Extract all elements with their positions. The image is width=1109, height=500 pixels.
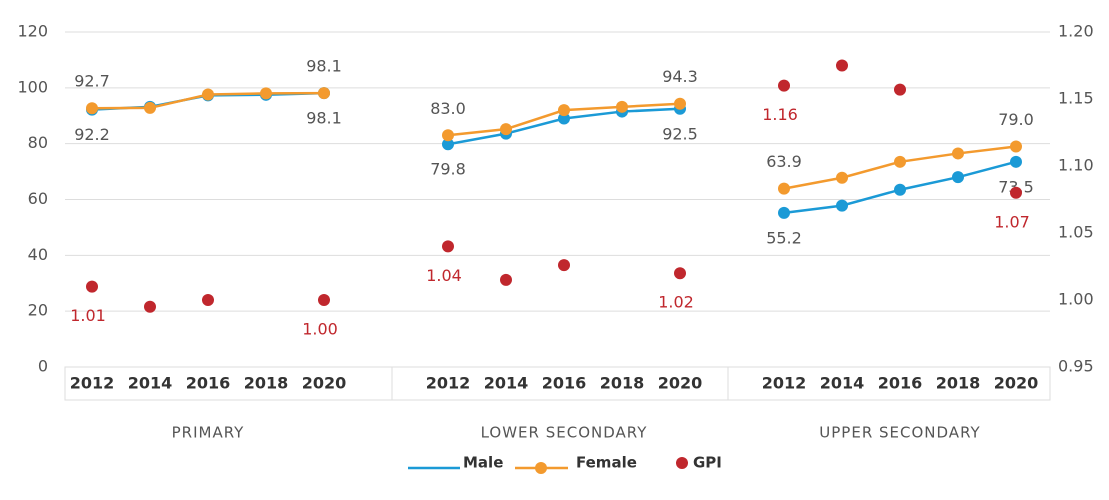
y-tick-label: 40 xyxy=(28,245,48,264)
gpi-label: 1.04 xyxy=(426,266,462,285)
gpi-label: 1.01 xyxy=(70,306,106,325)
x-tick-label: 2016 xyxy=(186,374,231,393)
point xyxy=(318,87,330,100)
y-tick-label: 60 xyxy=(28,189,48,208)
y-tick-label: 0 xyxy=(38,357,48,376)
panel-label: PRIMARY xyxy=(172,424,245,442)
legend-label: Female xyxy=(576,454,637,472)
point xyxy=(952,147,964,160)
gpi-point xyxy=(778,79,790,92)
data-label: 92.2 xyxy=(74,125,110,144)
x-tick-label: 2014 xyxy=(128,374,173,393)
gpi-point xyxy=(558,259,570,272)
point xyxy=(1010,140,1022,153)
data-label: 98.1 xyxy=(306,109,342,128)
gpi-point xyxy=(318,294,330,306)
gpi-point xyxy=(442,240,454,253)
year-row xyxy=(64,366,1051,401)
data-label: 92.7 xyxy=(74,72,110,91)
gpi-point xyxy=(836,59,848,72)
gpi-point xyxy=(144,300,156,313)
point xyxy=(144,101,156,114)
y2-tick-label: 1.15 xyxy=(1058,89,1094,108)
point xyxy=(202,88,214,101)
legend-dot xyxy=(676,457,688,469)
data-label: 83.0 xyxy=(430,99,466,118)
point xyxy=(442,138,454,151)
x-tick-label: 2014 xyxy=(820,374,865,393)
y-tick-label: 100 xyxy=(17,77,48,96)
gpi-label: 1.02 xyxy=(658,293,694,312)
point xyxy=(558,112,570,125)
x-tick-label: 2020 xyxy=(658,374,703,393)
y2-tick-label: 1.05 xyxy=(1058,223,1094,242)
y2-tick-label: 1.10 xyxy=(1058,156,1094,175)
point xyxy=(442,129,454,142)
point xyxy=(778,182,790,195)
y2-tick-label: 0.95 xyxy=(1058,357,1094,376)
gpi-point xyxy=(86,280,98,293)
data-label: 79.0 xyxy=(998,110,1034,129)
point xyxy=(836,199,848,212)
point xyxy=(674,97,686,110)
point xyxy=(260,87,272,100)
data-label: 63.9 xyxy=(766,152,802,171)
y2-tick-label: 1.20 xyxy=(1058,22,1094,41)
point xyxy=(86,102,98,115)
gpi-point xyxy=(674,267,686,280)
point xyxy=(836,171,848,184)
gpi-label: 1.00 xyxy=(302,320,338,339)
x-tick-label: 2012 xyxy=(70,374,115,393)
x-tick-label: 2016 xyxy=(542,374,587,393)
y-tick-label: 20 xyxy=(28,301,48,320)
gpi-label: 1.07 xyxy=(994,212,1030,231)
panel-label: LOWER SECONDARY xyxy=(481,424,648,442)
x-tick-label: 2014 xyxy=(484,374,529,393)
gpi-label: 1.16 xyxy=(762,105,798,124)
x-tick-label: 2012 xyxy=(762,374,807,393)
data-label: 79.8 xyxy=(430,160,466,179)
x-tick-label: 2018 xyxy=(244,374,289,393)
y-tick-label: 80 xyxy=(28,133,48,152)
x-tick-label: 2020 xyxy=(994,374,1039,393)
x-tick-label: 2020 xyxy=(302,374,347,393)
point xyxy=(558,104,570,117)
x-tick-label: 2018 xyxy=(600,374,645,393)
x-tick-label: 2016 xyxy=(878,374,923,393)
point xyxy=(894,155,906,168)
data-label: 94.3 xyxy=(662,67,698,86)
data-label: 98.1 xyxy=(306,57,342,76)
point xyxy=(778,206,790,219)
point xyxy=(616,100,628,113)
legend-dot xyxy=(535,462,547,474)
gpi-point xyxy=(202,294,214,306)
x-tick-label: 2012 xyxy=(426,374,471,393)
data-label: 55.2 xyxy=(766,228,802,247)
y2-tick-label: 1.00 xyxy=(1058,290,1094,309)
point xyxy=(500,123,512,136)
panel-label: UPPER SECONDARY xyxy=(819,424,980,442)
gpi-point xyxy=(1010,186,1022,199)
gpi-point xyxy=(894,83,906,96)
point xyxy=(894,183,906,196)
legend-label: GPI xyxy=(693,454,722,472)
y-tick-label: 120 xyxy=(17,22,48,41)
gpi-point xyxy=(500,273,512,286)
legend-label: Male xyxy=(463,454,503,472)
data-label: 92.5 xyxy=(662,124,698,143)
point xyxy=(1010,155,1022,168)
point xyxy=(952,171,964,184)
x-tick-label: 2018 xyxy=(936,374,981,393)
